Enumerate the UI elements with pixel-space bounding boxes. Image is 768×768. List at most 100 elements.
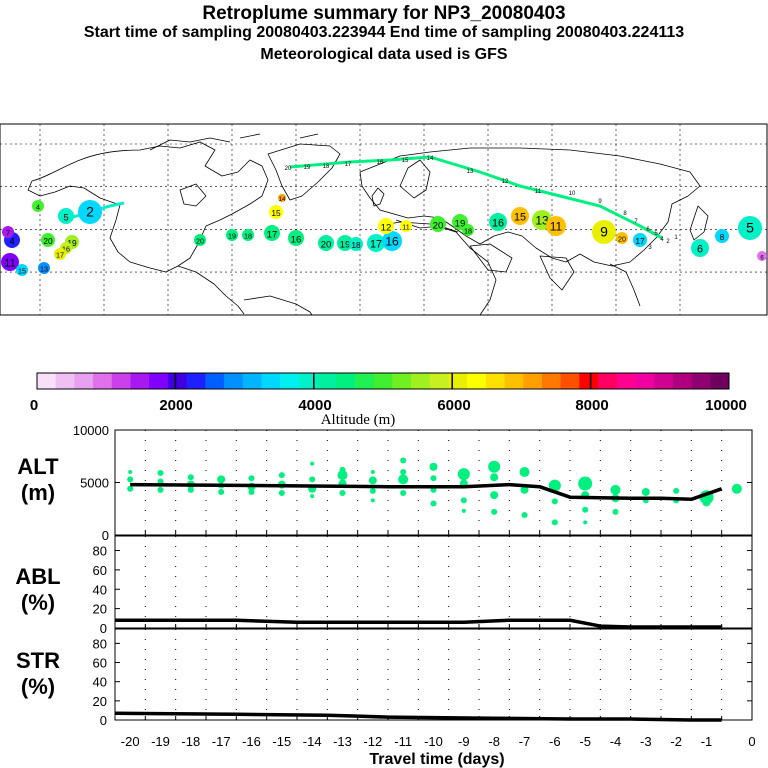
colorbar-tick-2000: 2000 [159, 397, 192, 414]
abl-y-tick-label: 0 [100, 621, 107, 636]
altitude-particle [551, 498, 558, 505]
panel-frame [114, 628, 753, 721]
alt-axis-title: ALT [17, 454, 59, 479]
colorbar-swatch [37, 373, 57, 389]
x-tick-label: -2 [670, 734, 682, 749]
trajectory-cluster-label: 2 [86, 204, 94, 220]
trajectory-cluster [226, 229, 238, 241]
japan-outline [689, 205, 709, 241]
str-y-tick-label: 60 [93, 656, 107, 671]
trajectory-cluster-label: 15 [271, 208, 281, 218]
trajectory-cluster-label: 6 [760, 255, 764, 261]
trajectory-cluster-label: 5 [63, 213, 68, 224]
trajectory-day-label: 13 [467, 169, 474, 175]
trajectory-cluster [32, 200, 44, 212]
altitude-particle [248, 475, 255, 482]
trajectory-cluster [546, 216, 566, 236]
altitude-particle [157, 486, 164, 493]
colorbar-swatch [130, 373, 150, 389]
abl-y-tick-label: 60 [93, 563, 107, 578]
altitude-particle [368, 476, 377, 485]
abl-axis-unit: (%) [21, 590, 55, 615]
colorbar-tick-0: 0 [30, 397, 38, 414]
scandinavia-outline [399, 159, 431, 199]
colorbar-tick-4000: 4000 [298, 397, 331, 414]
trajectory-cluster-label: 20 [196, 237, 204, 246]
trajectory-day-label: 10 [569, 191, 576, 197]
south-america-outline [243, 295, 313, 316]
x-tick-label: -20 [121, 734, 140, 749]
trajectory-cluster-label: 20 [433, 221, 444, 232]
altitude-particle [548, 479, 561, 492]
trajectory-cluster [194, 234, 206, 246]
altitude-particle [127, 485, 134, 492]
abl-y-tick-label: 20 [93, 602, 107, 617]
colorbar-swatch [280, 373, 300, 389]
altitude-particle [612, 508, 619, 515]
colorbar-swatch [93, 373, 113, 389]
met-data: Meteorological data used is GFS [260, 46, 508, 63]
trajectory-cluster [288, 230, 304, 246]
trajectory-day-label: 9 [598, 199, 602, 205]
colorbar-swatch [523, 373, 543, 389]
colorbar-swatch [560, 373, 580, 389]
colorbar-swatch [224, 373, 244, 389]
colorbar-swatch [261, 373, 281, 389]
altitude-particle [310, 461, 315, 466]
trajectory-cluster-label: 20 [321, 240, 332, 251]
trajectory-day-label: 2 [666, 239, 670, 245]
trajectory-cluster [400, 220, 412, 232]
trajectory-cluster [78, 200, 102, 224]
altitude-particle [309, 476, 316, 483]
trajectory-cluster-label: 17 [635, 236, 645, 246]
colorbar-swatch [429, 373, 449, 389]
trajectory-cluster-label: 16 [385, 235, 399, 249]
trajectory-path [289, 155, 663, 240]
colorbar-swatch [635, 373, 655, 389]
trajectory-day-label: 3 [648, 245, 652, 251]
trajectory-cluster [511, 207, 529, 225]
trajectory-cluster [489, 213, 507, 231]
colorbar-swatch [242, 373, 262, 389]
x-tick-label: -7 [519, 734, 531, 749]
trajectory-cluster [337, 235, 353, 251]
colorbar-swatch [373, 373, 393, 389]
abl-y-tick-label: 40 [93, 582, 107, 597]
colorbar-swatch [392, 373, 412, 389]
alt-axis-unit: (m) [21, 480, 55, 505]
altitude-particle [400, 490, 407, 496]
str-y-tick-label: 20 [93, 694, 107, 709]
colorbar-tick-10000: 10000 [705, 397, 747, 414]
central-america-outline [177, 265, 245, 315]
alt-median-line [130, 482, 723, 502]
trajectory-day-label: 12 [502, 179, 509, 185]
altitude-particle [490, 491, 499, 500]
colorbar-swatch [616, 373, 636, 389]
alt-y-tick-label: 5000 [80, 476, 109, 491]
trajectory-cluster [757, 251, 767, 261]
trajectory-day-label: 16 [377, 160, 384, 166]
india-outline [539, 255, 575, 291]
colorbar-swatch [205, 373, 225, 389]
colorbar-swatch [111, 373, 132, 389]
altitude-particle [461, 508, 466, 513]
x-tick-label: -11 [394, 734, 412, 749]
trajectory-cluster [2, 226, 14, 238]
trajectory-day-label: 4 [660, 237, 664, 243]
trajectory-cluster-label: 9 [600, 224, 608, 240]
trajectory-day-label: 7 [634, 219, 638, 225]
trajectory-cluster-label: 18 [244, 232, 252, 241]
trajectory-cluster [41, 233, 55, 247]
trajectory-cluster [1, 253, 19, 271]
x-tick-label: -18 [181, 734, 200, 749]
colorbar-tick-8000: 8000 [575, 397, 608, 414]
colorbar-swatch [485, 373, 506, 389]
trajectory-cluster-label: 7 [6, 229, 10, 238]
altitude-particle [127, 476, 134, 483]
arctic-islands-outline [149, 133, 319, 151]
trajectory-cluster-label: 14 [279, 197, 286, 203]
altitude-particle [521, 512, 528, 519]
colorbar-swatch [354, 373, 375, 389]
altitude-particle [370, 470, 375, 474]
